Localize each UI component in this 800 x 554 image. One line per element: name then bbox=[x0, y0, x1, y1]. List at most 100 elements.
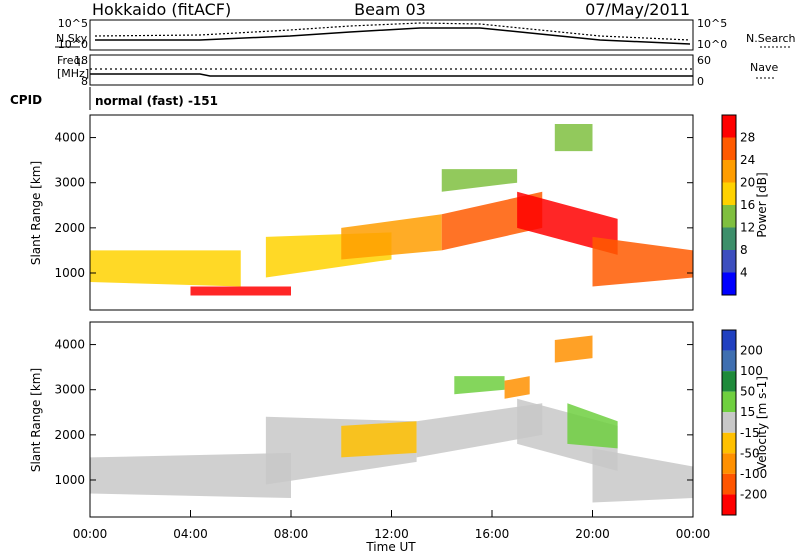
power-colorbar-tick: 20 bbox=[740, 176, 755, 190]
ytick-label: 1000 bbox=[54, 473, 85, 487]
freq-line bbox=[90, 73, 693, 77]
cpid-panel: CPID normal (fast) -151 bbox=[10, 87, 218, 110]
ytick-label: 2000 bbox=[54, 428, 85, 442]
power-colorbar-tick: 8 bbox=[740, 243, 748, 257]
nsky-label: N.Sky bbox=[56, 32, 88, 45]
freq-label-1: Freq. bbox=[57, 54, 84, 67]
heatmap-band bbox=[504, 376, 530, 399]
ytick-label: 1000 bbox=[54, 266, 85, 280]
velocity-ylabel: Slant Range [km] bbox=[29, 368, 43, 472]
velocity-colorbar-swatch bbox=[722, 473, 736, 495]
nave-label: Nave bbox=[750, 61, 778, 74]
velocity-heatmap-marks bbox=[90, 335, 693, 503]
heatmap-band bbox=[416, 403, 543, 458]
power-colorbar-swatch bbox=[722, 182, 736, 205]
power-colorbar-swatch bbox=[722, 137, 736, 160]
freq-tick-0: 18 bbox=[74, 54, 88, 67]
freq-panel: Freq. [MHz] 18 8 60 0 Nave bbox=[57, 54, 778, 88]
power-colorbar-tick: 28 bbox=[740, 131, 755, 145]
power-colorbar-swatch bbox=[722, 272, 736, 295]
noise-search-line bbox=[94, 22, 691, 41]
velocity-colorbar-tick: 15 bbox=[740, 405, 755, 419]
velocity-colorbar: 200 100 50 15 -15 -50 -100 -200 Velocity [m s-1… bbox=[721, 329, 769, 516]
nave-tick-0: 60 bbox=[697, 54, 711, 67]
nsearch-label: N.Search bbox=[746, 32, 796, 45]
power-colorbar-swatch bbox=[722, 205, 736, 228]
heatmap-band bbox=[567, 403, 618, 449]
ytick-label: 4000 bbox=[54, 131, 85, 145]
velocity-colorbar-label: Velocity [m s-1] bbox=[755, 376, 769, 470]
noise-tick-left-1: 10^0 bbox=[58, 38, 88, 51]
velocity-colorbar-swatch bbox=[722, 391, 736, 413]
xtick-label: 20:00 bbox=[575, 527, 610, 541]
heatmap-band bbox=[592, 236, 693, 287]
power-heatmap-panel: Slant Range [km] 1000 2000 3000 4000 bbox=[29, 114, 694, 311]
power-colorbar-tick: 16 bbox=[740, 198, 755, 212]
velocity-colorbar-tick: -100 bbox=[740, 467, 767, 481]
velocity-colorbar-swatch bbox=[722, 350, 736, 372]
velocity-colorbar-tick: 100 bbox=[740, 364, 763, 378]
ytick-label: 3000 bbox=[54, 176, 85, 190]
velocity-xticks: 00:00 04:00 08:00 12:00 16:00 20:00 00:00 bbox=[73, 510, 711, 541]
velocity-colorbar-swatch bbox=[722, 412, 736, 433]
power-yticks: 1000 2000 3000 4000 bbox=[54, 131, 693, 280]
power-colorbar-swatch bbox=[722, 115, 736, 138]
xtick-label: 16:00 bbox=[475, 527, 510, 541]
freq-tick-1: 8 bbox=[81, 75, 88, 88]
velocity-colorbar-tick: 200 bbox=[740, 344, 763, 358]
cpid-text: normal (fast) -151 bbox=[95, 94, 218, 108]
noise-tick-left-0: 10^5 bbox=[58, 17, 88, 30]
ytick-label: 4000 bbox=[54, 338, 85, 352]
freq-label-2: [MHz] bbox=[57, 67, 89, 80]
heatmap-band bbox=[441, 169, 518, 192]
power-colorbar-tick: 12 bbox=[740, 221, 755, 235]
power-heatmap-marks bbox=[90, 124, 693, 296]
power-colorbar: 4 8 12 16 20 24 28 Power [dB] bbox=[721, 114, 769, 296]
velocity-colorbar-swatch bbox=[722, 432, 736, 454]
title-left: Hokkaido (fitACF) bbox=[92, 0, 231, 19]
power-colorbar-swatch bbox=[722, 160, 736, 183]
cpid-label: CPID bbox=[10, 93, 42, 107]
velocity-yticks: 1000 2000 3000 4000 bbox=[54, 338, 693, 487]
xtick-label: 00:00 bbox=[676, 527, 711, 541]
xtick-label: 12:00 bbox=[374, 527, 409, 541]
title-center: Beam 03 bbox=[354, 0, 426, 19]
heatmap-band bbox=[90, 452, 291, 499]
power-colorbar-swatch bbox=[722, 250, 736, 273]
noise-tick-right-1: 10^0 bbox=[697, 38, 727, 51]
velocity-colorbar-tick: -50 bbox=[740, 446, 760, 460]
velocity-colorbar-swatch bbox=[722, 494, 736, 515]
power-ylabel: Slant Range [km] bbox=[29, 161, 43, 265]
power-colorbar-tick: 4 bbox=[740, 266, 748, 280]
xtick-label: 00:00 bbox=[73, 527, 108, 541]
noise-panel: N.Sky 10^5 10^0 10^5 10^0 N.Search bbox=[55, 17, 796, 51]
velocity-colorbar-swatch bbox=[722, 453, 736, 474]
velocity-xlabel: Time UT bbox=[365, 540, 416, 554]
heatmap-band bbox=[90, 250, 241, 287]
velocity-colorbar-tick: 50 bbox=[740, 385, 755, 399]
ytick-label: 3000 bbox=[54, 383, 85, 397]
noise-sky-line bbox=[95, 27, 691, 45]
velocity-colorbar-tick: -200 bbox=[740, 487, 767, 501]
power-colorbar-label: Power [dB] bbox=[755, 172, 769, 237]
nave-tick-1: 0 bbox=[697, 75, 704, 88]
heatmap-band bbox=[341, 214, 442, 260]
heatmap-band bbox=[454, 376, 505, 395]
xtick-label: 08:00 bbox=[274, 527, 309, 541]
xtick-label: 04:00 bbox=[173, 527, 208, 541]
power-colorbar-swatch bbox=[722, 227, 736, 250]
velocity-colorbar-swatch bbox=[722, 330, 736, 351]
noise-tick-right-0: 10^5 bbox=[697, 17, 727, 30]
heatmap-band bbox=[190, 286, 291, 296]
heatmap-band bbox=[554, 124, 593, 152]
heatmap-band bbox=[592, 448, 693, 503]
title-right: 07/May/2011 bbox=[585, 0, 690, 19]
heatmap-band bbox=[341, 421, 417, 458]
velocity-colorbar-swatch bbox=[722, 371, 736, 392]
ytick-label: 2000 bbox=[54, 221, 85, 235]
velocity-colorbar-tick: -15 bbox=[740, 426, 760, 440]
power-colorbar-tick: 24 bbox=[740, 153, 755, 167]
heatmap-band bbox=[554, 335, 593, 363]
